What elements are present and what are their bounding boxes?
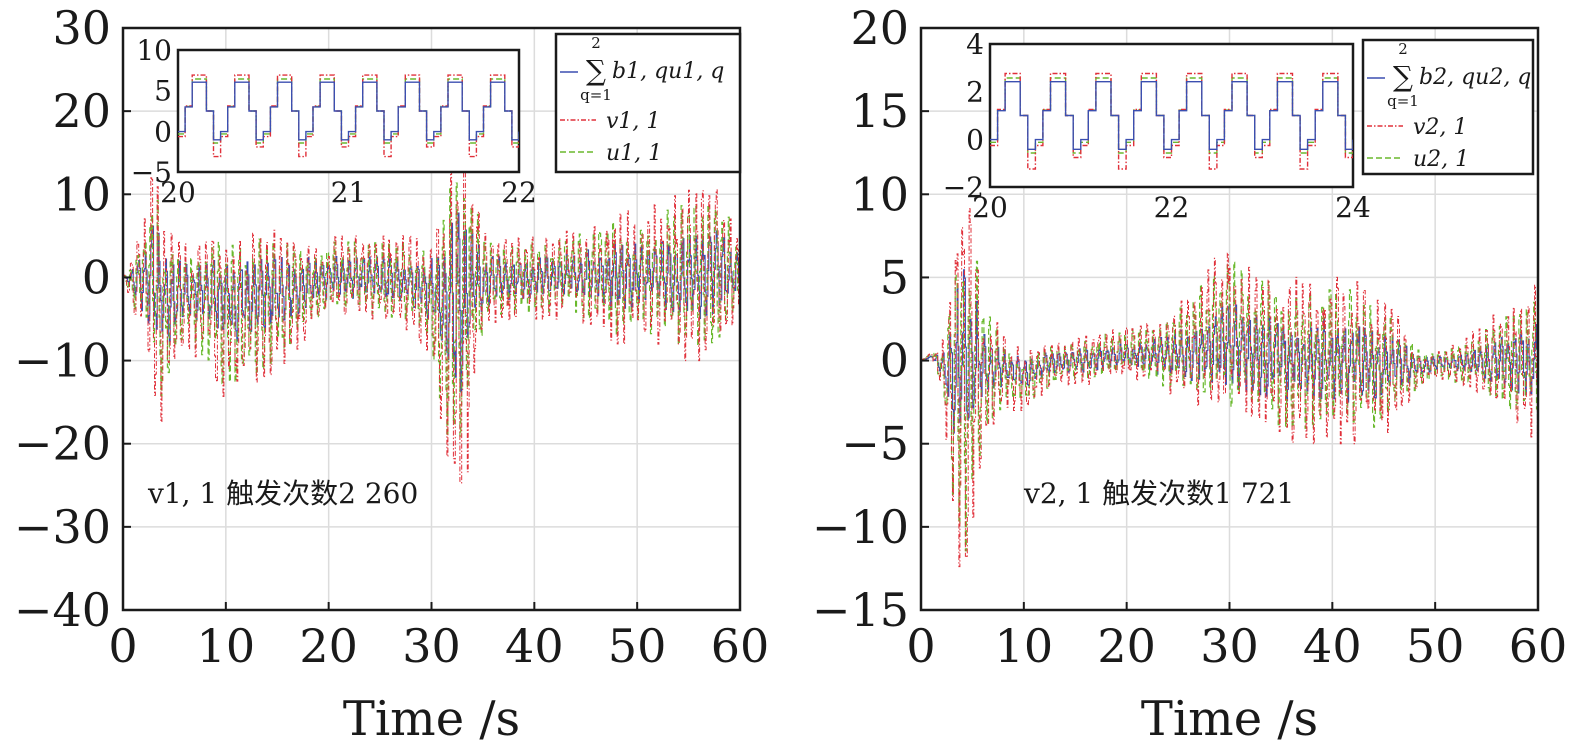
inset-y-tick-label: 0 (966, 123, 984, 156)
legend-box (554, 32, 742, 174)
inset-x-tick-label: 22 (1154, 191, 1190, 224)
inset-x-tick-label: 20 (972, 191, 1008, 224)
y-tick-label: −15 (812, 583, 909, 637)
y-tick-label: −30 (14, 500, 111, 554)
inset-y-tick-label: 4 (966, 28, 984, 61)
y-tick-label: 30 (52, 1, 111, 55)
inset-x-tick-label: 20 (160, 176, 196, 209)
x-tick-label: 20 (299, 619, 358, 673)
legend-sum-symbol: ∑ (1393, 60, 1413, 93)
trigger-count-annotation: v1, 1 触发次数2 260 (147, 477, 418, 510)
inset-x-tick-label: 21 (331, 176, 367, 209)
legend-sum-symbol: ∑ (586, 54, 606, 87)
x-tick-label: 30 (402, 619, 461, 673)
x-axis-label: Time /s (343, 691, 520, 747)
inset-y-tick-label: −5 (131, 156, 172, 189)
inset-y-tick-label: −2 (943, 171, 984, 204)
x-tick-label: 10 (995, 619, 1054, 673)
inset-y-tick-label: 2 (966, 76, 984, 109)
y-tick-label: 5 (880, 250, 909, 304)
inset-x-tick-label: 24 (1335, 191, 1371, 224)
legend-sum-upper-limit: 2 (1398, 40, 1408, 58)
legend-label-v: v2, 1 (1413, 115, 1467, 140)
inset-y-tick-label: 10 (136, 34, 172, 67)
trigger-count-annotation: v2, 1 触发次数1 721 (1023, 477, 1294, 510)
y-tick-label: −10 (14, 334, 111, 388)
x-tick-label: 50 (608, 619, 667, 673)
y-tick-label: 15 (850, 84, 909, 138)
legend: 2 ∑q=1b1, qu1, q v1, 1 u1, 1 (554, 32, 742, 174)
legend-label-u: u2, 1 (1413, 147, 1469, 172)
inset-x-tick-label: 22 (501, 176, 537, 209)
x-tick-label: 0 (108, 619, 137, 673)
inset-y-tick-label: 5 (154, 75, 172, 108)
legend-box (1361, 38, 1535, 176)
legend-sum-lower-limit: q=1 (1387, 92, 1419, 110)
x-tick-label: 60 (1509, 619, 1568, 673)
y-tick-label: −10 (812, 500, 909, 554)
inset-plot-area (990, 72, 1353, 170)
inset-series-sum-line (178, 81, 519, 141)
y-tick-label: 20 (850, 1, 909, 55)
y-tick-label: −5 (841, 417, 909, 471)
legend: 2 ∑q=1b2, qu2, q v2, 1 u2, 1 (1361, 38, 1535, 176)
y-tick-label: 0 (82, 250, 111, 304)
x-tick-label: 40 (1303, 619, 1362, 673)
y-tick-label: 0 (880, 334, 909, 388)
series-v-line (921, 208, 1538, 568)
x-tick-label: 30 (1200, 619, 1259, 673)
plot-area (123, 159, 740, 484)
legend-sum-lower-limit: q=1 (580, 86, 612, 104)
x-tick-label: 20 (1097, 619, 1156, 673)
x-tick-label: 0 (906, 619, 935, 673)
inset-y-tick-label: 0 (154, 115, 172, 148)
x-tick-label: 40 (505, 619, 564, 673)
legend-sum-upper-limit: 2 (591, 34, 601, 52)
x-tick-label: 10 (197, 619, 256, 673)
y-tick-label: 10 (52, 167, 111, 221)
inset-chart: 20 21 22 10 5 0 −5 (131, 34, 537, 209)
x-tick-label: 50 (1406, 619, 1465, 673)
legend-label-sum: b2, qu2, q (1419, 65, 1531, 90)
inset-plot-area (178, 74, 519, 158)
plot-area (921, 208, 1538, 568)
y-tick-label: 20 (52, 84, 111, 138)
x-axis-label: Time /s (1141, 691, 1318, 747)
y-tick-label: −20 (14, 417, 111, 471)
y-tick-label: 10 (850, 167, 909, 221)
series-v-line (123, 159, 740, 484)
y-tick-label: −40 (14, 583, 111, 637)
legend-label-v: v1, 1 (606, 109, 660, 134)
legend-label-u: u1, 1 (606, 141, 662, 166)
x-tick-label: 60 (711, 619, 770, 673)
legend-label-sum: b1, qu1, q (612, 59, 724, 84)
inset-series-sum-line (990, 81, 1353, 150)
